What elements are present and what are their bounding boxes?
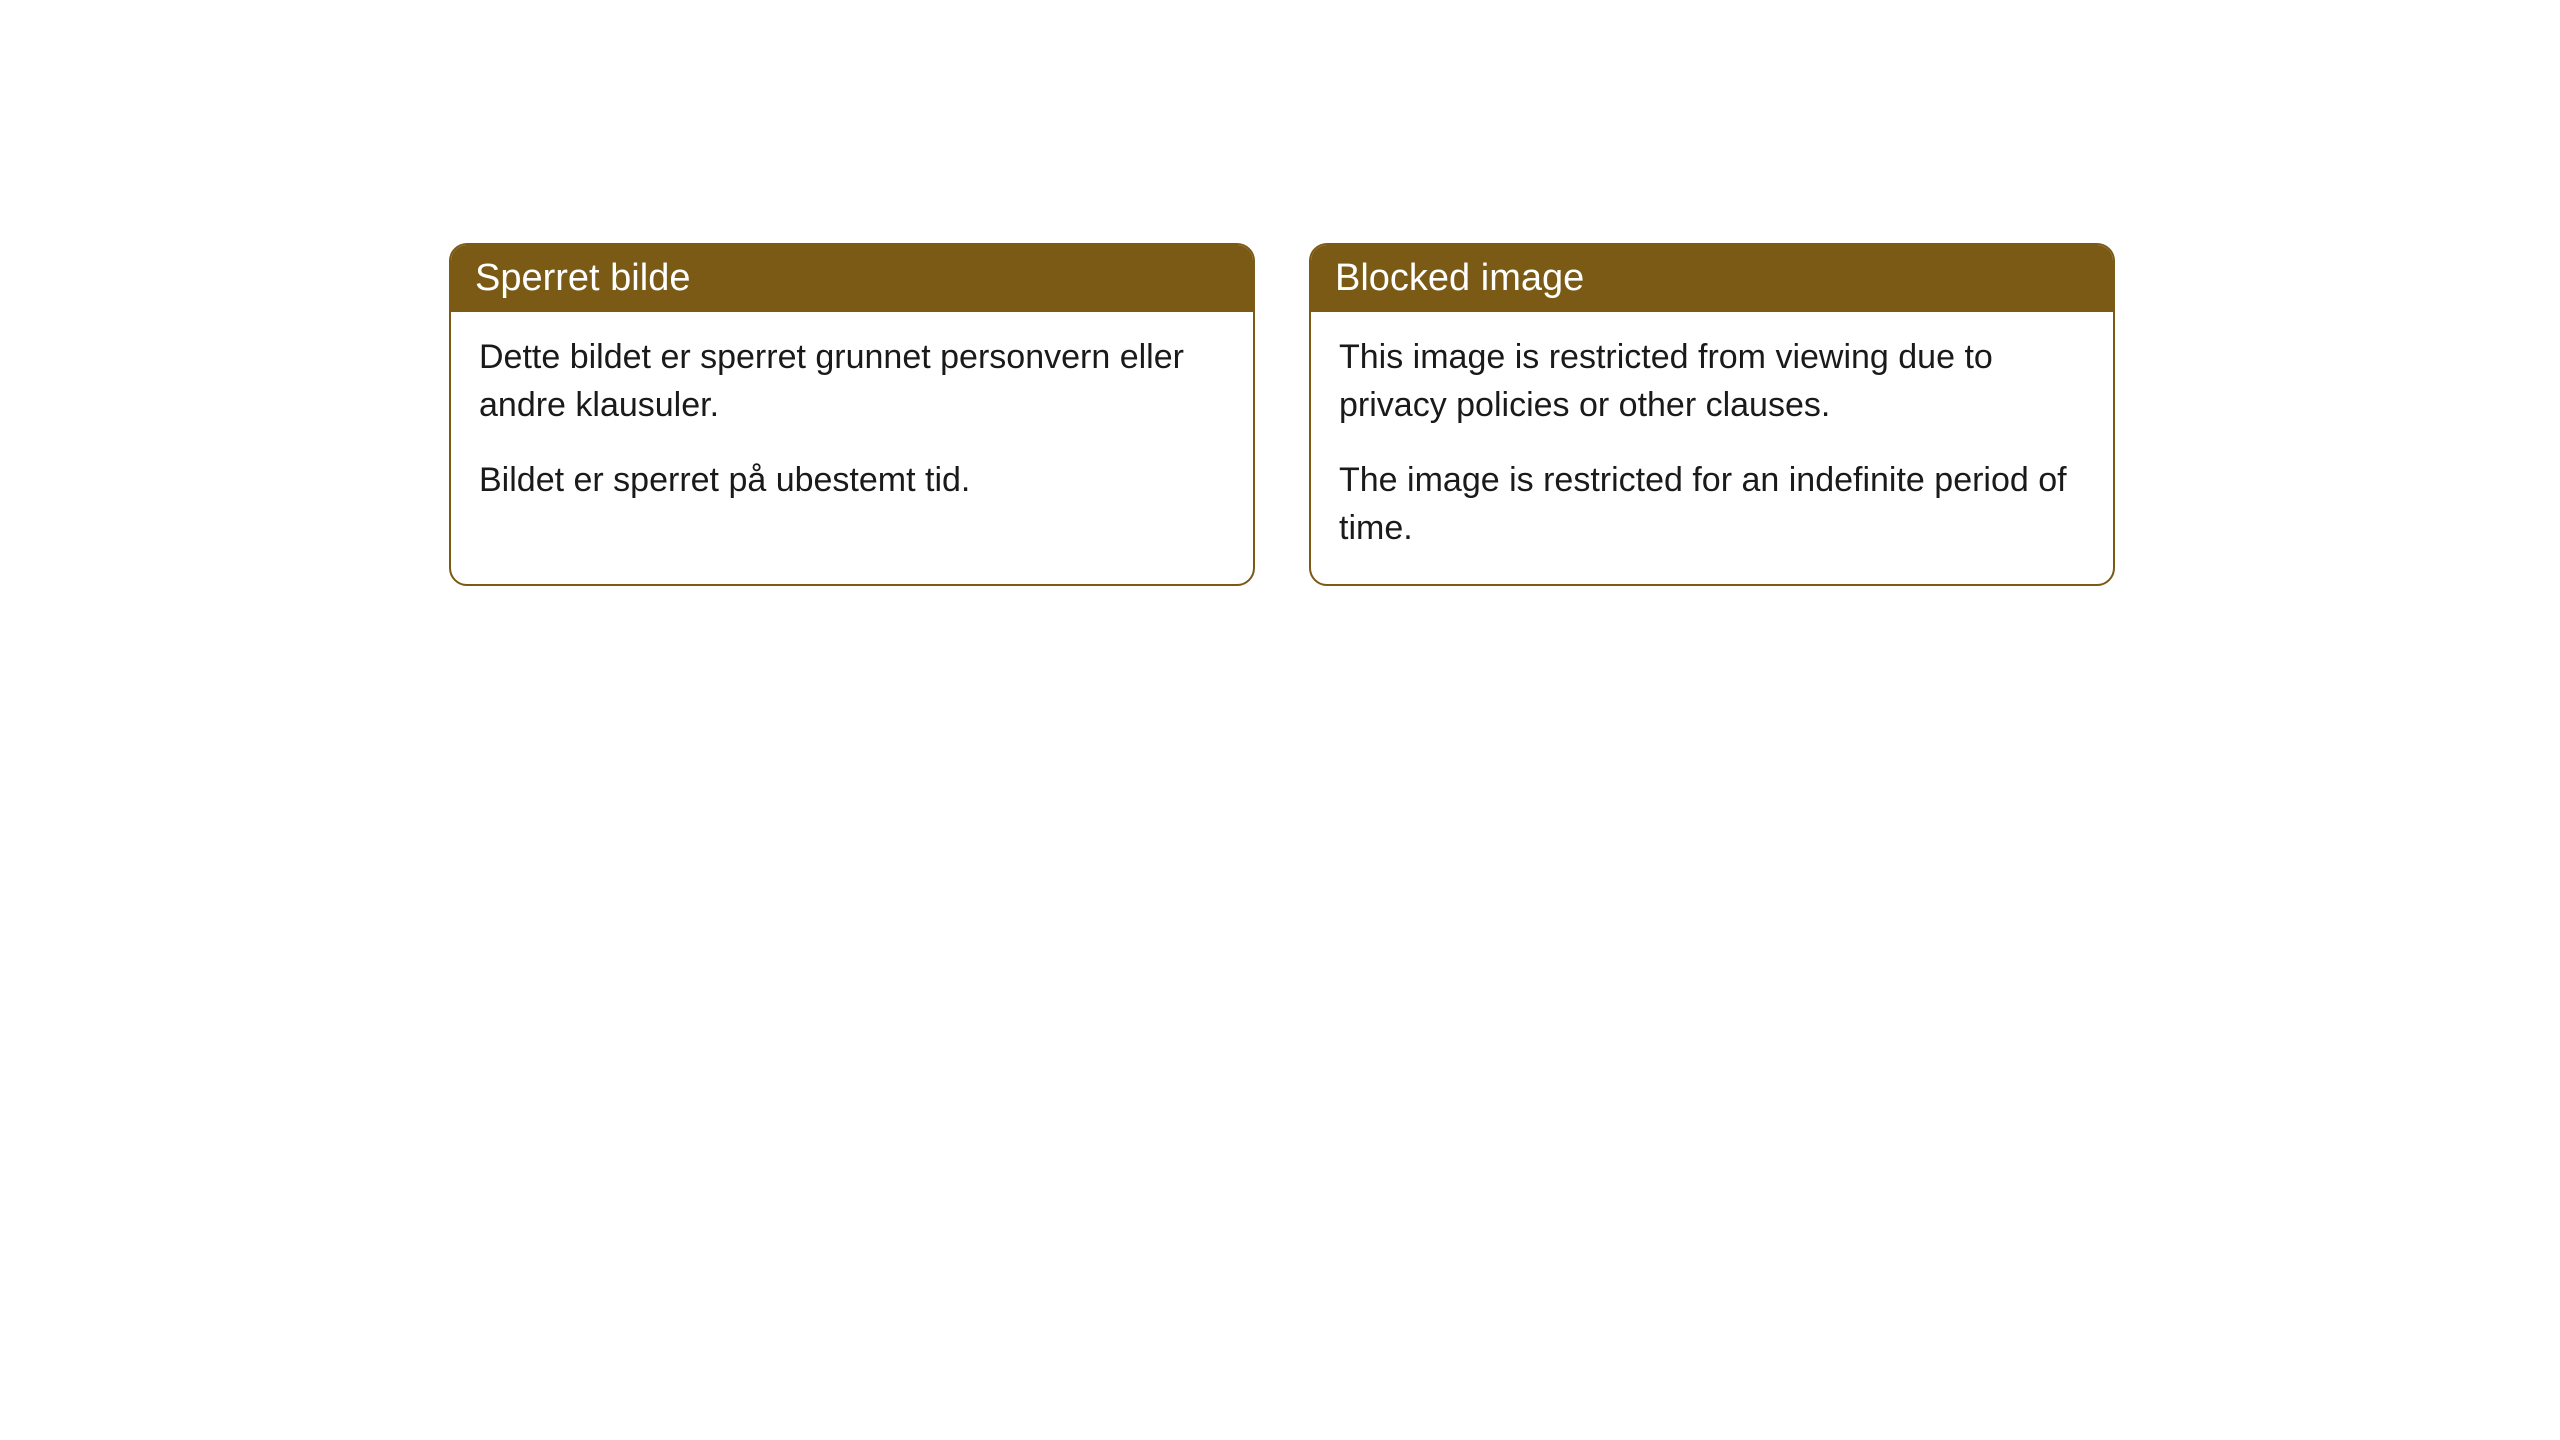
notice-title: Sperret bilde (475, 257, 690, 299)
notice-container: Sperret bilde Dette bildet er sperret gr… (449, 243, 2115, 586)
notice-header: Blocked image (1311, 245, 2113, 312)
notice-body: Dette bildet er sperret grunnet personve… (451, 312, 1253, 537)
notice-header: Sperret bilde (451, 245, 1253, 312)
notice-paragraph: Bildet er sperret på ubestemt tid. (479, 457, 1225, 505)
notice-title: Blocked image (1335, 257, 1584, 299)
notice-paragraph: The image is restricted for an indefinit… (1339, 457, 2085, 552)
notice-body: This image is restricted from viewing du… (1311, 312, 2113, 584)
notice-paragraph: Dette bildet er sperret grunnet personve… (479, 334, 1225, 429)
notice-paragraph: This image is restricted from viewing du… (1339, 334, 2085, 429)
notice-card-norwegian: Sperret bilde Dette bildet er sperret gr… (449, 243, 1255, 586)
notice-card-english: Blocked image This image is restricted f… (1309, 243, 2115, 586)
